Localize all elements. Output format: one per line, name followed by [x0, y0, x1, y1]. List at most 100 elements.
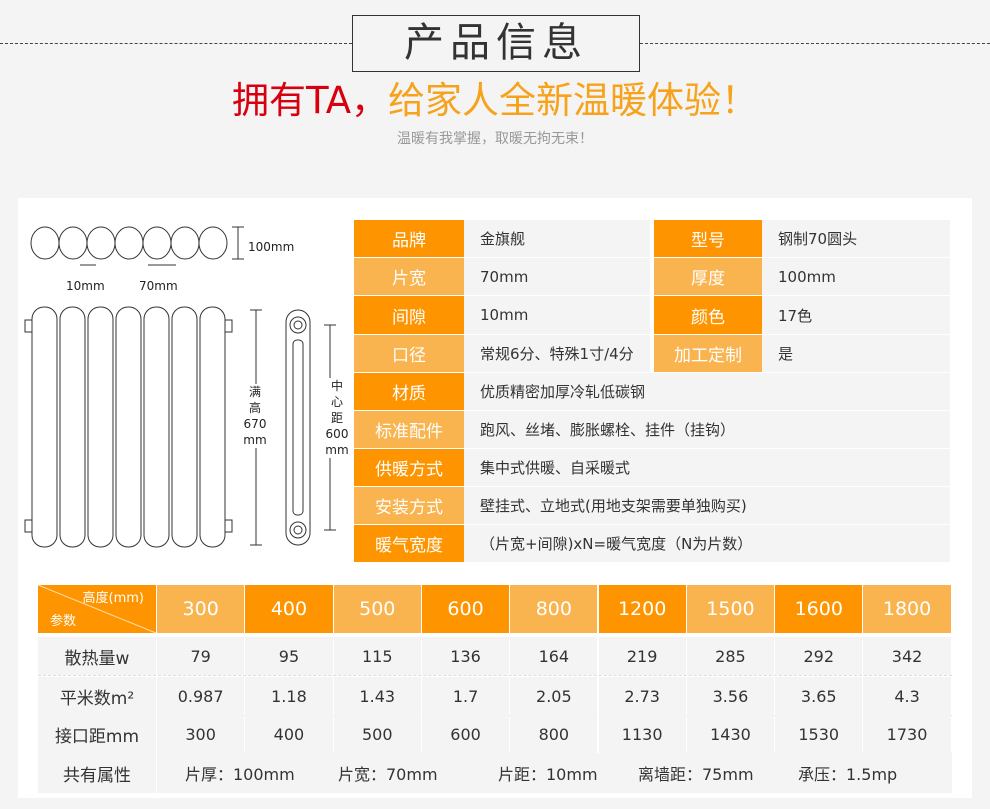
label-part: 600: [325, 427, 349, 441]
divider: [0, 43, 352, 44]
spec-label: 间隙: [354, 296, 464, 334]
row-label: 散热量w: [38, 637, 156, 675]
height-header: 800: [510, 585, 598, 633]
spec-label: 品牌: [354, 220, 464, 257]
table-cell: 1530: [775, 715, 863, 753]
common-attribute: 片距：10mm: [498, 765, 598, 784]
spec-value: （片宽+间隙)xN=暖气宽度（N为片数）: [464, 525, 950, 562]
corner-bottom: 参数: [50, 614, 77, 629]
height-header: 1500: [686, 585, 775, 633]
table-cell: 1430: [686, 715, 775, 753]
label-part: 670: [243, 417, 267, 431]
top-view-sections: [30, 226, 228, 260]
table-cell: 0.987: [157, 677, 245, 715]
table-cell: 79: [157, 637, 245, 675]
row-label: 接口距mm: [38, 715, 156, 753]
section-title: 产品信息: [352, 15, 640, 72]
slogan-red: 拥有TA，: [231, 79, 389, 122]
row-label: 平米数m²: [38, 677, 156, 715]
subtitle: 温暖有我掌握，取暖无拘无束！: [397, 131, 593, 147]
radiator-diagram: [24, 226, 336, 548]
table-cell: 1.43: [333, 677, 421, 715]
table-cell: 4.3: [863, 677, 951, 715]
height-header: 500: [333, 585, 421, 633]
height-header: 600: [421, 585, 510, 633]
table-cell: 3.56: [686, 677, 775, 715]
spec-value: 是: [762, 335, 950, 372]
common-attribute: 承压：1.5mp: [798, 765, 898, 784]
spec-value: 优质精密加厚冷轧低碳钢: [464, 373, 950, 410]
height-header: 300: [157, 585, 245, 633]
common-row: [157, 753, 952, 793]
row-label: 共有属性: [38, 753, 156, 793]
table-cell: 219: [598, 637, 686, 675]
column-divider: [156, 637, 157, 793]
spec-value: 70mm: [464, 258, 650, 295]
table-cell: 1.7: [421, 677, 510, 715]
table-cell: 292: [775, 637, 863, 675]
divider: [640, 43, 990, 44]
table-cell: 300: [157, 715, 245, 753]
dim-gap: 10mm: [66, 279, 105, 293]
front-view-sections: [24, 306, 233, 548]
table-cell: 285: [686, 637, 775, 675]
table-cell: 500: [333, 715, 421, 753]
table-cell: 115: [333, 637, 421, 675]
spec-label: 加工定制: [654, 335, 762, 372]
table-cell: 95: [245, 637, 333, 675]
label-part: mm: [325, 443, 349, 457]
height-header: 1600: [775, 585, 863, 633]
common-attribute: 离墙距：75mm: [638, 765, 754, 784]
spec-value: 钢制70圆头: [762, 220, 950, 257]
table-cell: 800: [510, 715, 598, 753]
spec-label: 颜色: [654, 296, 762, 334]
label-part: 满: [248, 385, 261, 399]
spec-label: 标准配件: [354, 411, 464, 448]
table-cell: 342: [863, 637, 951, 675]
table-cell: 600: [421, 715, 510, 753]
label-part: 中: [330, 379, 343, 393]
height-header: 400: [245, 585, 333, 633]
spec-label: 安装方式: [354, 487, 464, 524]
side-view: [285, 309, 311, 546]
table-cell: 136: [421, 637, 510, 675]
dim-full-height: 满高 670 mm: [241, 384, 269, 448]
slogan: 拥有TA，给家人全新温暖体验！: [0, 78, 990, 124]
table-cell: 164: [510, 637, 598, 675]
label-part: 高: [248, 401, 261, 415]
table-cell: 2.73: [598, 677, 686, 715]
table-corner: 高度(mm) 参数: [38, 585, 156, 633]
spec-label: 材质: [354, 373, 464, 410]
dim-thickness: 100mm: [248, 240, 295, 254]
row-divider: [38, 675, 952, 676]
spec-value: 金旗舰: [464, 220, 650, 257]
common-attribute: 片厚：100mm: [185, 765, 295, 784]
dim-center-distance: 中心距 600 mm: [322, 378, 352, 458]
spec-label: 口径: [354, 335, 464, 372]
table-cell: 2.05: [510, 677, 598, 715]
table-cell: 3.65: [775, 677, 863, 715]
spec-value: 常规6分、特殊1寸/4分: [464, 335, 650, 372]
spec-value: 100mm: [762, 258, 950, 295]
spec-label: 厚度: [654, 258, 762, 295]
table-cell: 1130: [598, 715, 686, 753]
spec-label: 片宽: [354, 258, 464, 295]
corner-top: 高度(mm): [82, 591, 144, 606]
spec-value: 壁挂式、立地式(用地支架需要单独购买): [464, 487, 950, 524]
spec-value: 跑风、丝堵、膨胀螺栓、挂件（挂钩）: [464, 411, 950, 448]
table-cell: 400: [245, 715, 333, 753]
table-cell: 1730: [863, 715, 951, 753]
dim-width: 70mm: [139, 279, 178, 293]
height-header: 1800: [863, 585, 951, 633]
common-attribute: 片宽：70mm: [338, 765, 438, 784]
height-header: 1200: [598, 585, 686, 633]
table-cell: 1.18: [245, 677, 333, 715]
spec-label: 型号: [654, 220, 762, 257]
label-part: mm: [243, 433, 267, 447]
spec-value: 集中式供暖、自采暖式: [464, 449, 950, 486]
spec-label: 供暖方式: [354, 449, 464, 486]
spec-label: 暖气宽度: [354, 525, 464, 562]
label-part: 距: [330, 411, 343, 425]
label-part: 心: [330, 395, 343, 409]
spec-value: 10mm: [464, 296, 650, 334]
